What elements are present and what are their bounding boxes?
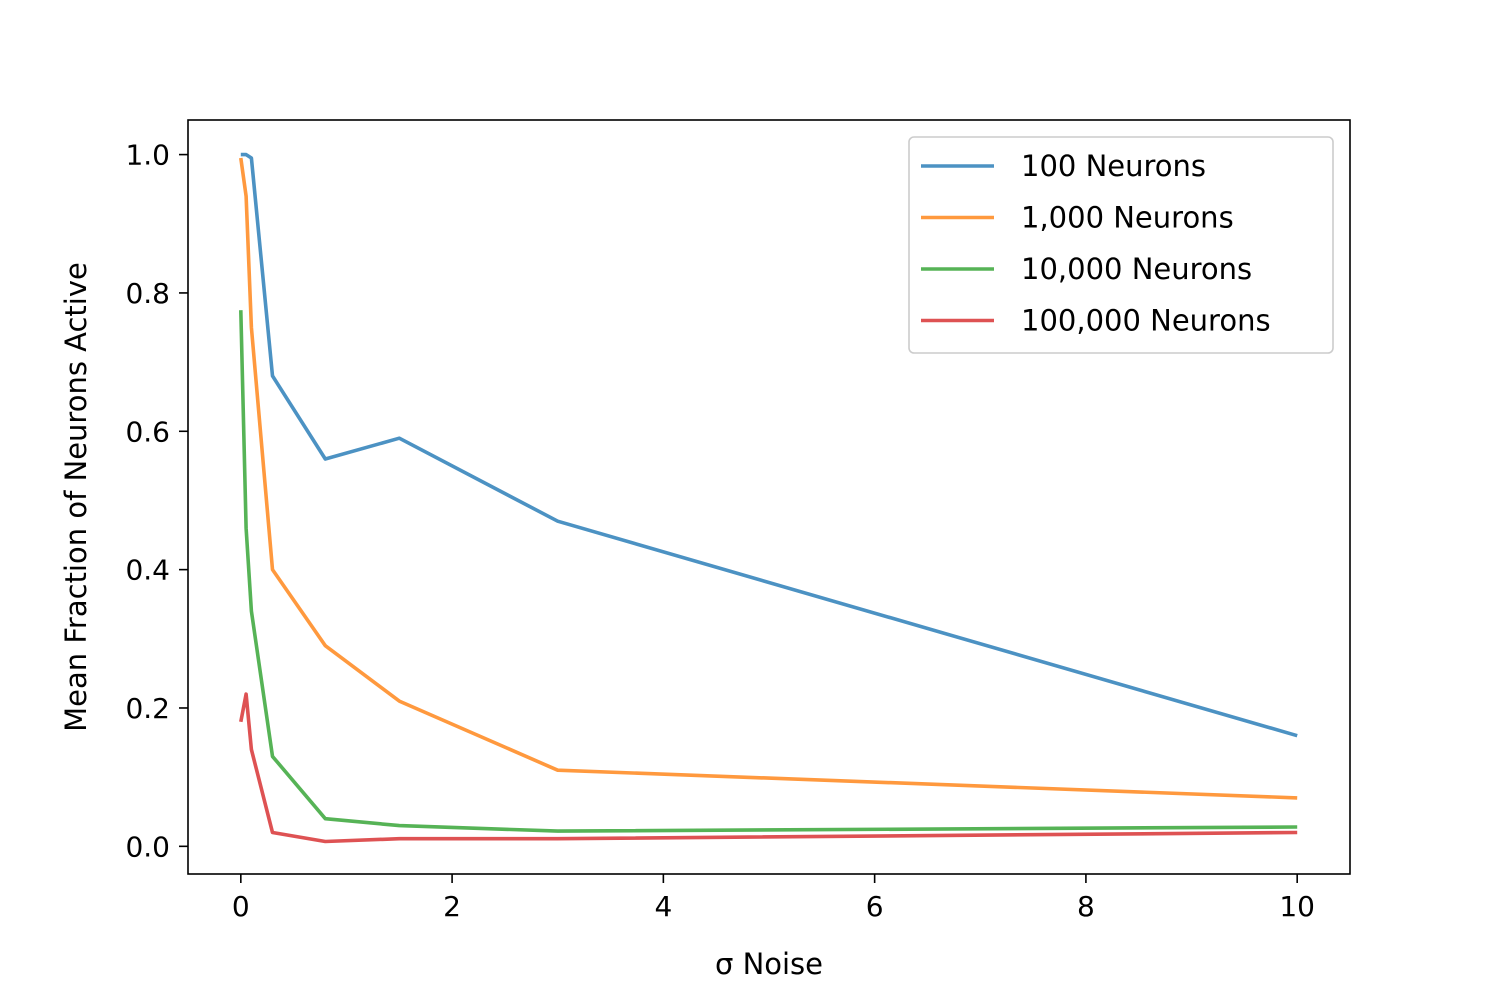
- x-axis-label: σ Noise: [715, 947, 823, 981]
- series-lines: [239, 152, 1298, 844]
- series-line-0: [240, 152, 1298, 738]
- y-axis-label: Mean Fraction of Neurons Active: [59, 262, 93, 732]
- y-tick-label: 0.8: [125, 277, 170, 310]
- x-tick-label: 0: [232, 890, 250, 923]
- y-tick-label: 0.0: [125, 830, 170, 863]
- x-tick-label: 8: [1077, 890, 1095, 923]
- legend-label-3: 100,000 Neurons: [1021, 304, 1271, 338]
- series-line-1: [239, 157, 1298, 800]
- x-tick-label: 6: [866, 890, 884, 923]
- plot-area-frame: [187, 119, 1351, 875]
- legend-label-1: 1,000 Neurons: [1021, 201, 1234, 235]
- y-tick-label: 1.0: [125, 139, 170, 172]
- legend-label-2: 10,000 Neurons: [1021, 252, 1252, 286]
- legend-label-0: 100 Neurons: [1021, 149, 1206, 183]
- legend-box: [908, 136, 1334, 354]
- x-axis-ticks: 0 2 4 6 8 10: [232, 874, 1315, 923]
- series-line-3: [239, 692, 1298, 844]
- y-axis-ticks: 0.0 0.2 0.4 0.6 0.8 1.0: [125, 139, 188, 863]
- y-tick-label: 0.6: [125, 415, 170, 448]
- y-tick-label: 0.4: [125, 554, 170, 587]
- legend: 100 Neurons 1,000 Neurons 10,000 Neurons 10…: [908, 136, 1334, 354]
- x-tick-label: 2: [443, 890, 461, 923]
- series-line-2: [239, 310, 1298, 833]
- x-tick-label: 4: [654, 890, 672, 923]
- x-tick-label: 10: [1279, 890, 1315, 923]
- y-tick-label: 0.2: [125, 692, 170, 725]
